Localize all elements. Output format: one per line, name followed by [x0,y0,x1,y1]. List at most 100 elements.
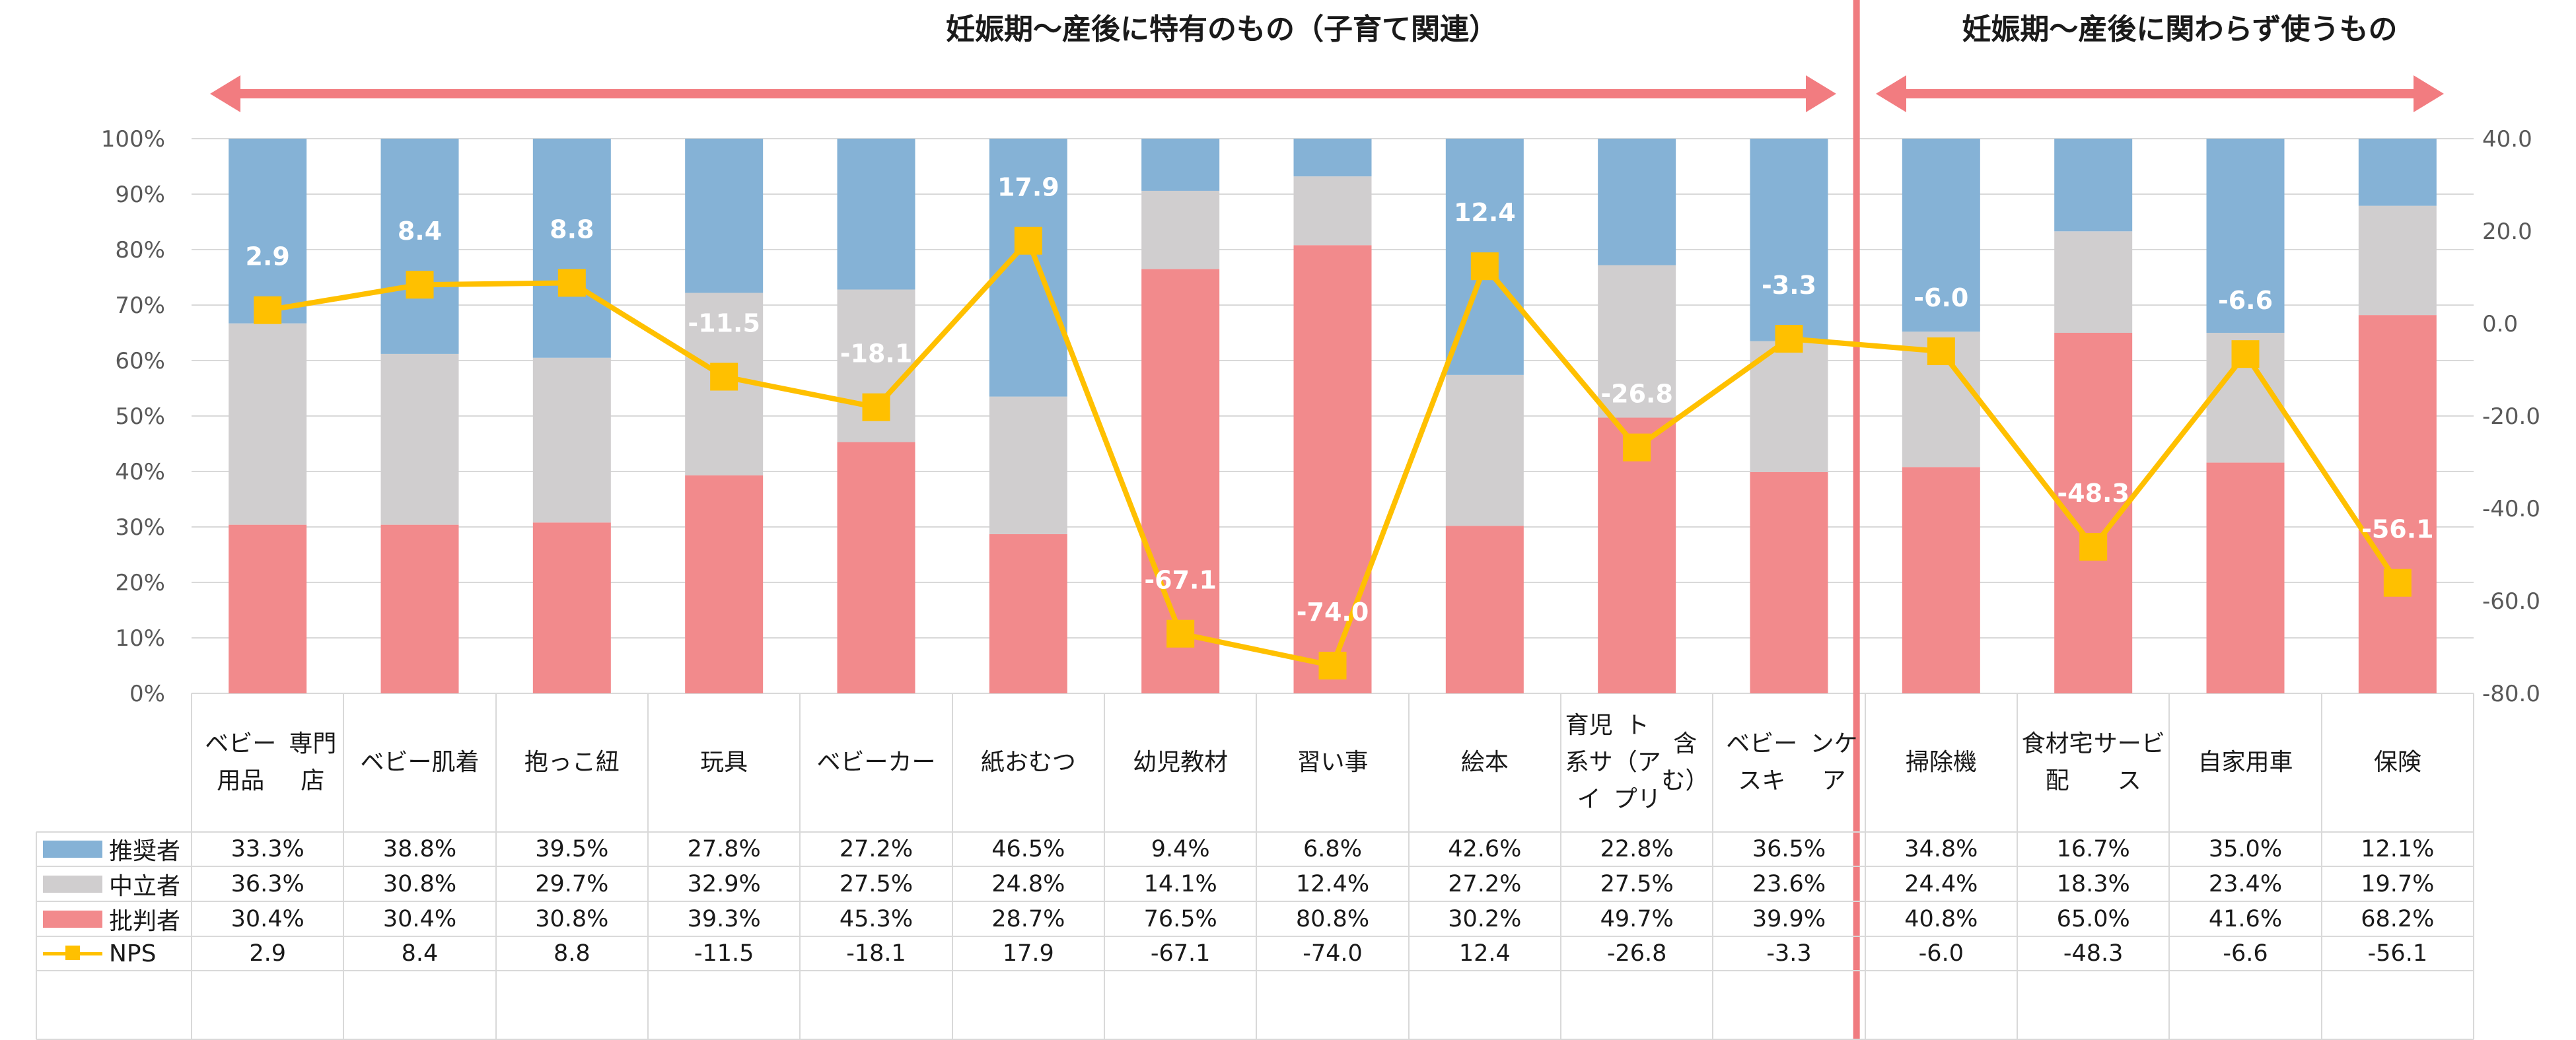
y-left-tick-label: 0% [129,681,165,707]
table-value-nps: -56.1 [2367,940,2428,967]
nps-marker [710,363,738,391]
table-value-detractor: 39.9% [1752,905,1826,932]
nps-marker [862,393,890,421]
table-value-neutral: 12.4% [1295,870,1370,897]
table-value-neutral: 24.4% [1904,870,1978,897]
bar-segment-detractor [1445,526,1524,693]
category-label-line: ベビースキ [1726,730,1798,794]
bar-segment-detractor [685,475,764,693]
bar-segment-detractor [380,524,459,693]
category-label: 育児系サイ ト（アプリ 含む） [1561,693,1713,832]
table-hline [36,901,2474,902]
bar-segment-neutral [2054,231,2133,333]
nps-data-label: -74.0 [1297,598,1369,627]
y-left-tick-label: 20% [115,570,165,596]
nps-marker [2231,340,2260,368]
category-label-line: ベビーカー [816,749,936,776]
nps-marker [2383,569,2412,597]
bar-segment-neutral [1141,190,1220,269]
y-right-tick-label: 20.0 [2482,219,2532,245]
category-label: 玩具 [648,693,800,832]
category-label: ベビーカー [800,693,952,832]
table-value-detractor: 30.4% [382,905,457,932]
legend-detractor: 批判者 [36,901,192,936]
bar-segment-neutral [2358,205,2437,316]
bar-segment-detractor [837,442,915,693]
table-value-neutral: 27.5% [1600,870,1674,897]
table-value-promoter: 35.0% [2208,836,2283,862]
table-value-promoter: 9.4% [1151,836,1210,862]
category-label-line: 食材宅配 [2021,730,2093,794]
bar-segment-neutral [380,353,459,525]
table-value-neutral: 19.7% [2361,870,2435,897]
bar-segment-promoter [1902,139,1980,332]
legend-neutral: 中立者 [36,866,192,901]
table-value-promoter: 22.8% [1600,836,1674,862]
category-label: 絵本 [1409,693,1561,832]
table-value-nps: -11.5 [694,940,754,967]
bar-segment-promoter [2206,139,2285,333]
category-label: 紙おむつ [952,693,1104,832]
bar-segment-neutral [1598,265,1676,418]
bar-segment-detractor [2206,462,2285,693]
y-left-tick-label: 90% [115,182,165,208]
legend-promoter: 推奨者 [36,832,192,866]
nps-data-label: -67.1 [1144,566,1217,595]
table-value-detractor: 49.7% [1600,905,1674,932]
bar-segment-promoter [1598,139,1676,265]
nps-data-label: -3.3 [1762,271,1816,300]
category-label: ベビー用品 専門店 [192,693,343,832]
legend-swatch [43,875,102,893]
bar-segment-neutral [1293,176,1372,246]
table-value-promoter: 12.1% [2361,836,2435,862]
y-left-tick-label: 60% [115,348,165,374]
table-value-nps: -6.6 [2223,940,2268,967]
nps-marker [1623,433,1651,462]
section-title-childcare: 妊娠期～産後に特有のもの（子育て関連） [946,13,1498,46]
category-label: 抱っこ紐 [496,693,648,832]
bar-segment-promoter [2054,139,2133,232]
table-value-detractor: 40.8% [1904,905,1978,932]
nps-data-label: -26.8 [1600,380,1673,409]
group-arrow-general-right-head [2414,75,2444,112]
category-label-line: 保険 [2373,749,2421,776]
table-value-nps: -74.0 [1303,940,1363,967]
legend-label: 批判者 [109,907,181,935]
bar-segment-promoter [685,139,764,293]
category-label: 習い事 [1256,693,1408,832]
table-value-detractor: 80.8% [1295,905,1370,932]
y-left-tick-label: 50% [115,403,165,430]
table-value-promoter: 39.5% [535,836,609,862]
table-value-neutral: 14.1% [1143,870,1217,897]
table-value-detractor: 76.5% [1143,905,1217,932]
nps-marker [406,271,434,299]
table-value-nps: 8.4 [401,940,439,967]
table-value-neutral: 30.8% [382,870,457,897]
legend-nps: NPS [36,936,192,971]
nps-data-label: 2.9 [246,242,290,271]
category-label-line: 専門店 [289,730,337,794]
nps-marker [557,269,586,297]
category-label-line: ト（アプリ [1613,712,1661,813]
table-value-detractor: 30.4% [231,905,304,932]
group-arrow-childcare-left-head [210,75,240,112]
category-label-line: 絵本 [1460,749,1509,776]
table-value-promoter: 6.8% [1303,836,1362,862]
nps-data-label: -6.0 [1914,283,1968,312]
category-label: ベビー肌着 [343,693,495,832]
category-label-line: 含む） [1661,730,1709,794]
bar-segment-detractor [1598,417,1676,693]
category-label-line: 紙おむつ [980,749,1076,776]
category-label-line: 育児系サイ [1565,712,1613,813]
nps-marker [254,296,282,324]
table-value-nps: 12.4 [1458,940,1511,967]
table-hline [36,831,2474,833]
table-value-detractor: 30.8% [535,905,609,932]
y-left-tick-label: 10% [115,625,165,652]
y-right-tick-label: -80.0 [2482,681,2540,707]
bar-segment-neutral [532,357,611,523]
y-right-tick-label: 0.0 [2482,311,2518,337]
y-left-tick-label: 70% [115,293,165,319]
bar-segment-detractor [1902,467,1980,693]
